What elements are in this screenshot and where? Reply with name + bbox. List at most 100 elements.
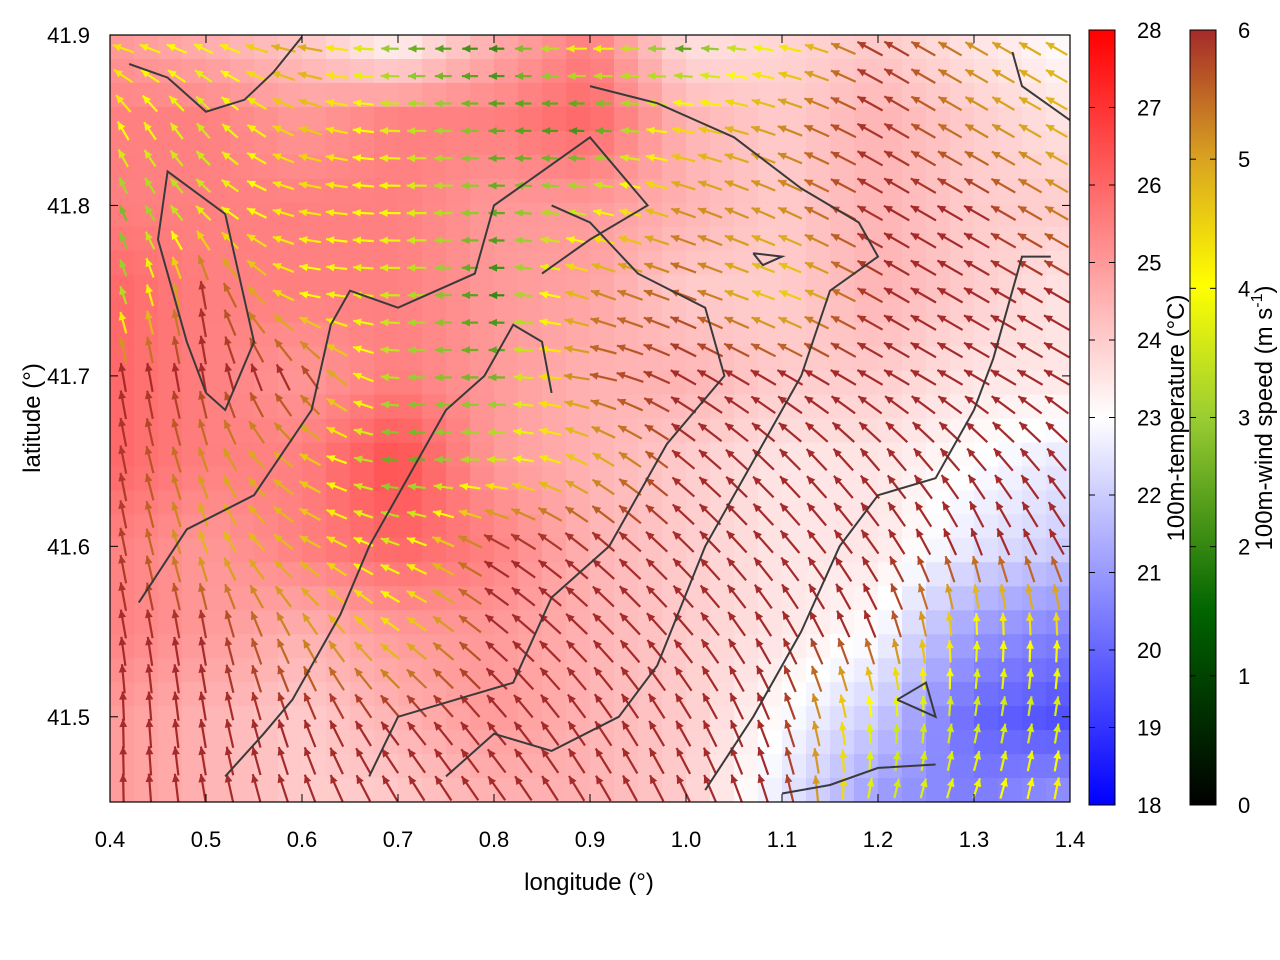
wind-arrow: [726, 71, 748, 80]
wind-arrow: [171, 636, 181, 666]
wind-arrow: [145, 773, 154, 802]
heatmap-cell: [614, 130, 639, 156]
wind-arrow: [538, 373, 562, 381]
wind-arrow: [945, 612, 954, 636]
wind-arrow: [118, 527, 128, 557]
colorbar-tick-label: 6: [1238, 18, 1250, 43]
wind-arrow: [621, 720, 639, 747]
temperature-heatmap: [110, 35, 1070, 802]
wind-arrow: [515, 99, 532, 108]
heatmap-cell: [734, 562, 759, 587]
heatmap-cell: [542, 682, 567, 707]
wind-arrow: [804, 421, 829, 443]
heatmap-cell: [590, 106, 615, 132]
wind-arrow: [671, 126, 695, 135]
wind-colorbar-ticks: 0 1 2 3 4 5 6: [1190, 18, 1250, 818]
wind-arrow: [298, 480, 322, 494]
heatmap-cell: [686, 106, 711, 132]
wind-arrow: [171, 282, 181, 308]
wind-arrow: [777, 179, 803, 193]
wind-arrow: [488, 99, 505, 108]
wind-arrow: [461, 428, 479, 437]
heatmap-cell: [446, 59, 471, 84]
heatmap-cell: [782, 154, 807, 180]
wind-arrow: [246, 285, 267, 305]
x-tick-label: 0.7: [383, 827, 414, 852]
wind-arrow: [380, 291, 400, 300]
wind-arrow: [673, 639, 694, 664]
wind-arrow: [910, 286, 937, 304]
wind-arrow: [1053, 750, 1061, 772]
wind-arrow: [326, 508, 348, 520]
wind-arrow: [406, 668, 428, 689]
wind-arrow: [300, 365, 320, 390]
wind-arrow: [1043, 286, 1070, 304]
wind-arrow: [224, 691, 235, 721]
wind-arrow: [538, 640, 562, 663]
wind-arrow: [804, 178, 830, 193]
wind-arrow: [246, 151, 267, 165]
wind-arrow: [325, 181, 348, 190]
wind-arrow: [810, 665, 823, 692]
wind-arrow: [963, 286, 990, 304]
wind-arrow: [806, 475, 828, 499]
wind-arrow: [727, 638, 746, 665]
heatmap-cell: [1022, 274, 1047, 300]
heatmap-cell: [686, 754, 711, 779]
wind-arrow: [620, 44, 640, 53]
wind-arrow: [458, 587, 482, 606]
wind-arrow: [118, 472, 128, 502]
heatmap-cell: [926, 298, 951, 324]
wind-arrow: [172, 691, 180, 721]
y-tick-label: 41.8: [47, 193, 90, 218]
wind-arrow: [670, 342, 697, 358]
wind-arrow: [883, 95, 910, 112]
heatmap-cell: [422, 250, 447, 276]
wind-arrow: [144, 204, 156, 222]
wind-arrow: [804, 206, 830, 221]
wind-arrow: [830, 233, 857, 248]
wind-arrow: [757, 746, 770, 776]
heatmap-cell: [878, 130, 903, 156]
heatmap-cell: [326, 610, 351, 635]
heatmap-cell: [134, 82, 159, 108]
wind-arrow: [457, 561, 483, 577]
wind-arrow: [883, 177, 910, 194]
wind-arrow: [618, 504, 642, 525]
wind-arrow: [434, 318, 452, 327]
wind-arrow: [194, 69, 213, 83]
heatmap-cell: [158, 178, 183, 204]
wind-arrow: [541, 775, 559, 802]
wind-arrow: [833, 475, 854, 499]
wind-arrow: [937, 68, 963, 84]
wind-arrow: [275, 363, 291, 391]
heatmap-cell: [326, 730, 351, 755]
heatmap-cell: [710, 538, 735, 563]
heatmap-cell: [854, 706, 879, 731]
heatmap-cell: [878, 586, 903, 611]
wind-arrow: [620, 99, 640, 108]
wind-arrow: [830, 96, 857, 111]
heatmap-cell: [182, 59, 207, 84]
wind-arrow: [325, 99, 349, 107]
heatmap-cell: [662, 130, 687, 156]
wind-arrow: [246, 259, 267, 277]
wind-arrow: [488, 154, 505, 163]
wind-arrow: [617, 289, 643, 301]
wind-arrow: [488, 263, 505, 272]
wind-arrow: [299, 340, 321, 360]
wind-arrow: [353, 589, 374, 605]
wind-arrow: [198, 390, 208, 419]
wind-arrow: [777, 316, 803, 329]
wind-arrow: [407, 483, 426, 491]
wind-arrow: [487, 428, 507, 437]
wind-arrow: [784, 719, 796, 748]
heatmap-cell: [110, 130, 135, 156]
wind-arrow: [272, 124, 295, 137]
wind-arrow: [649, 774, 665, 802]
heatmap-cell: [734, 634, 759, 659]
heatmap-cell: [446, 586, 471, 611]
heatmap-cell: [758, 370, 783, 396]
wind-arrow: [459, 482, 481, 491]
wind-arrow: [779, 475, 801, 499]
